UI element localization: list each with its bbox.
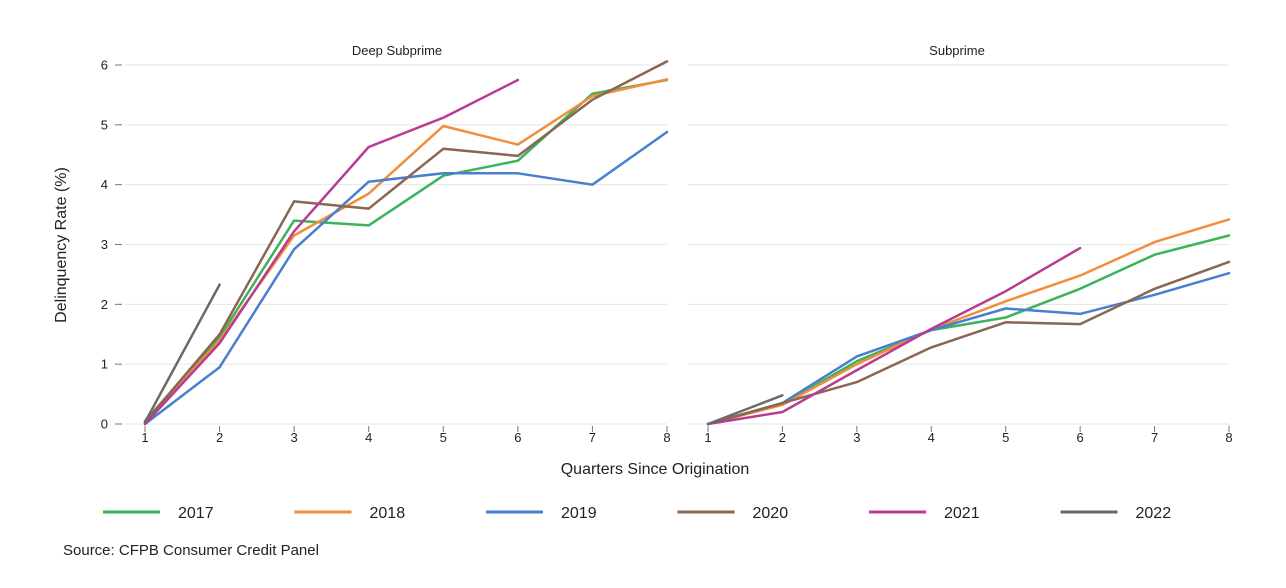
x-axis-deep-subprime: 1 2 3 4 5 6 7 8 [141, 426, 671, 445]
x-tick-label: 4 [928, 430, 935, 445]
legend-label-2017: 2017 [178, 505, 214, 522]
x-tick-label: 8 [1225, 430, 1232, 445]
series-lines-deep-subprime [143, 60, 669, 426]
series-line-2017 [706, 234, 1231, 426]
x-tick-label: 1 [704, 430, 711, 445]
x-tick-label: 5 [440, 430, 447, 445]
x-axis-title: Quarters Since Origination [561, 461, 750, 478]
y-tick-label: 6 [101, 58, 108, 73]
legend-label-2021: 2021 [944, 505, 980, 522]
x-tick-label: 2 [779, 430, 786, 445]
legend-label-2019: 2019 [561, 505, 597, 522]
panel-title-deep-subprime: Deep Subprime [352, 43, 442, 58]
x-tick-label: 6 [1077, 430, 1084, 445]
grid-subprime [688, 64, 1229, 425]
panel-title-subprime: Subprime [929, 43, 985, 58]
series-lines-subprime [706, 218, 1231, 426]
panel-deep-subprime: Deep Subprime 0 1 2 3 4 5 6 1 2 3 4 5 6 7 8 [101, 43, 671, 445]
series-line-2020 [143, 60, 669, 424]
x-axis-subprime: 1 2 3 4 5 6 7 8 [704, 426, 1233, 445]
series-line-2019 [706, 271, 1231, 426]
series-line-2021 [143, 78, 520, 426]
x-tick-label: 3 [291, 430, 298, 445]
series-line-2020 [706, 260, 1231, 426]
legend: 2017 2018 2019 2020 2021 2022 [103, 505, 1171, 522]
legend-label-2018: 2018 [370, 505, 406, 522]
x-tick-label: 2 [216, 430, 223, 445]
y-axis-title: Delinquency Rate (%) [53, 167, 70, 323]
x-tick-label: 6 [514, 430, 521, 445]
y-tick-label: 0 [101, 417, 108, 432]
x-tick-label: 7 [1151, 430, 1158, 445]
series-line-2019 [143, 130, 669, 426]
y-axis-deep-subprime: 0 1 2 3 4 5 6 [101, 58, 122, 432]
y-tick-label: 3 [101, 237, 108, 252]
x-tick-label: 8 [663, 430, 670, 445]
series-line-2018 [143, 78, 669, 425]
x-tick-label: 3 [853, 430, 860, 445]
y-tick-label: 1 [101, 357, 108, 372]
grid-deep-subprime [125, 64, 667, 425]
series-line-2022 [706, 394, 784, 426]
source-note: Source: CFPB Consumer Credit Panel [63, 542, 319, 559]
legend-label-2022: 2022 [1136, 505, 1172, 522]
x-tick-label: 1 [141, 430, 148, 445]
series-line-2018 [706, 218, 1231, 426]
series-line-2021 [706, 246, 1082, 426]
y-tick-label: 2 [101, 297, 108, 312]
y-tick-label: 4 [101, 177, 108, 192]
x-tick-label: 7 [589, 430, 596, 445]
series-line-2022 [143, 283, 221, 424]
x-tick-label: 5 [1002, 430, 1009, 445]
legend-label-2020: 2020 [753, 505, 789, 522]
y-tick-label: 5 [101, 117, 108, 132]
panel-subprime: Subprime 1 2 3 4 5 6 7 8 [688, 43, 1233, 445]
x-tick-label: 4 [365, 430, 372, 445]
